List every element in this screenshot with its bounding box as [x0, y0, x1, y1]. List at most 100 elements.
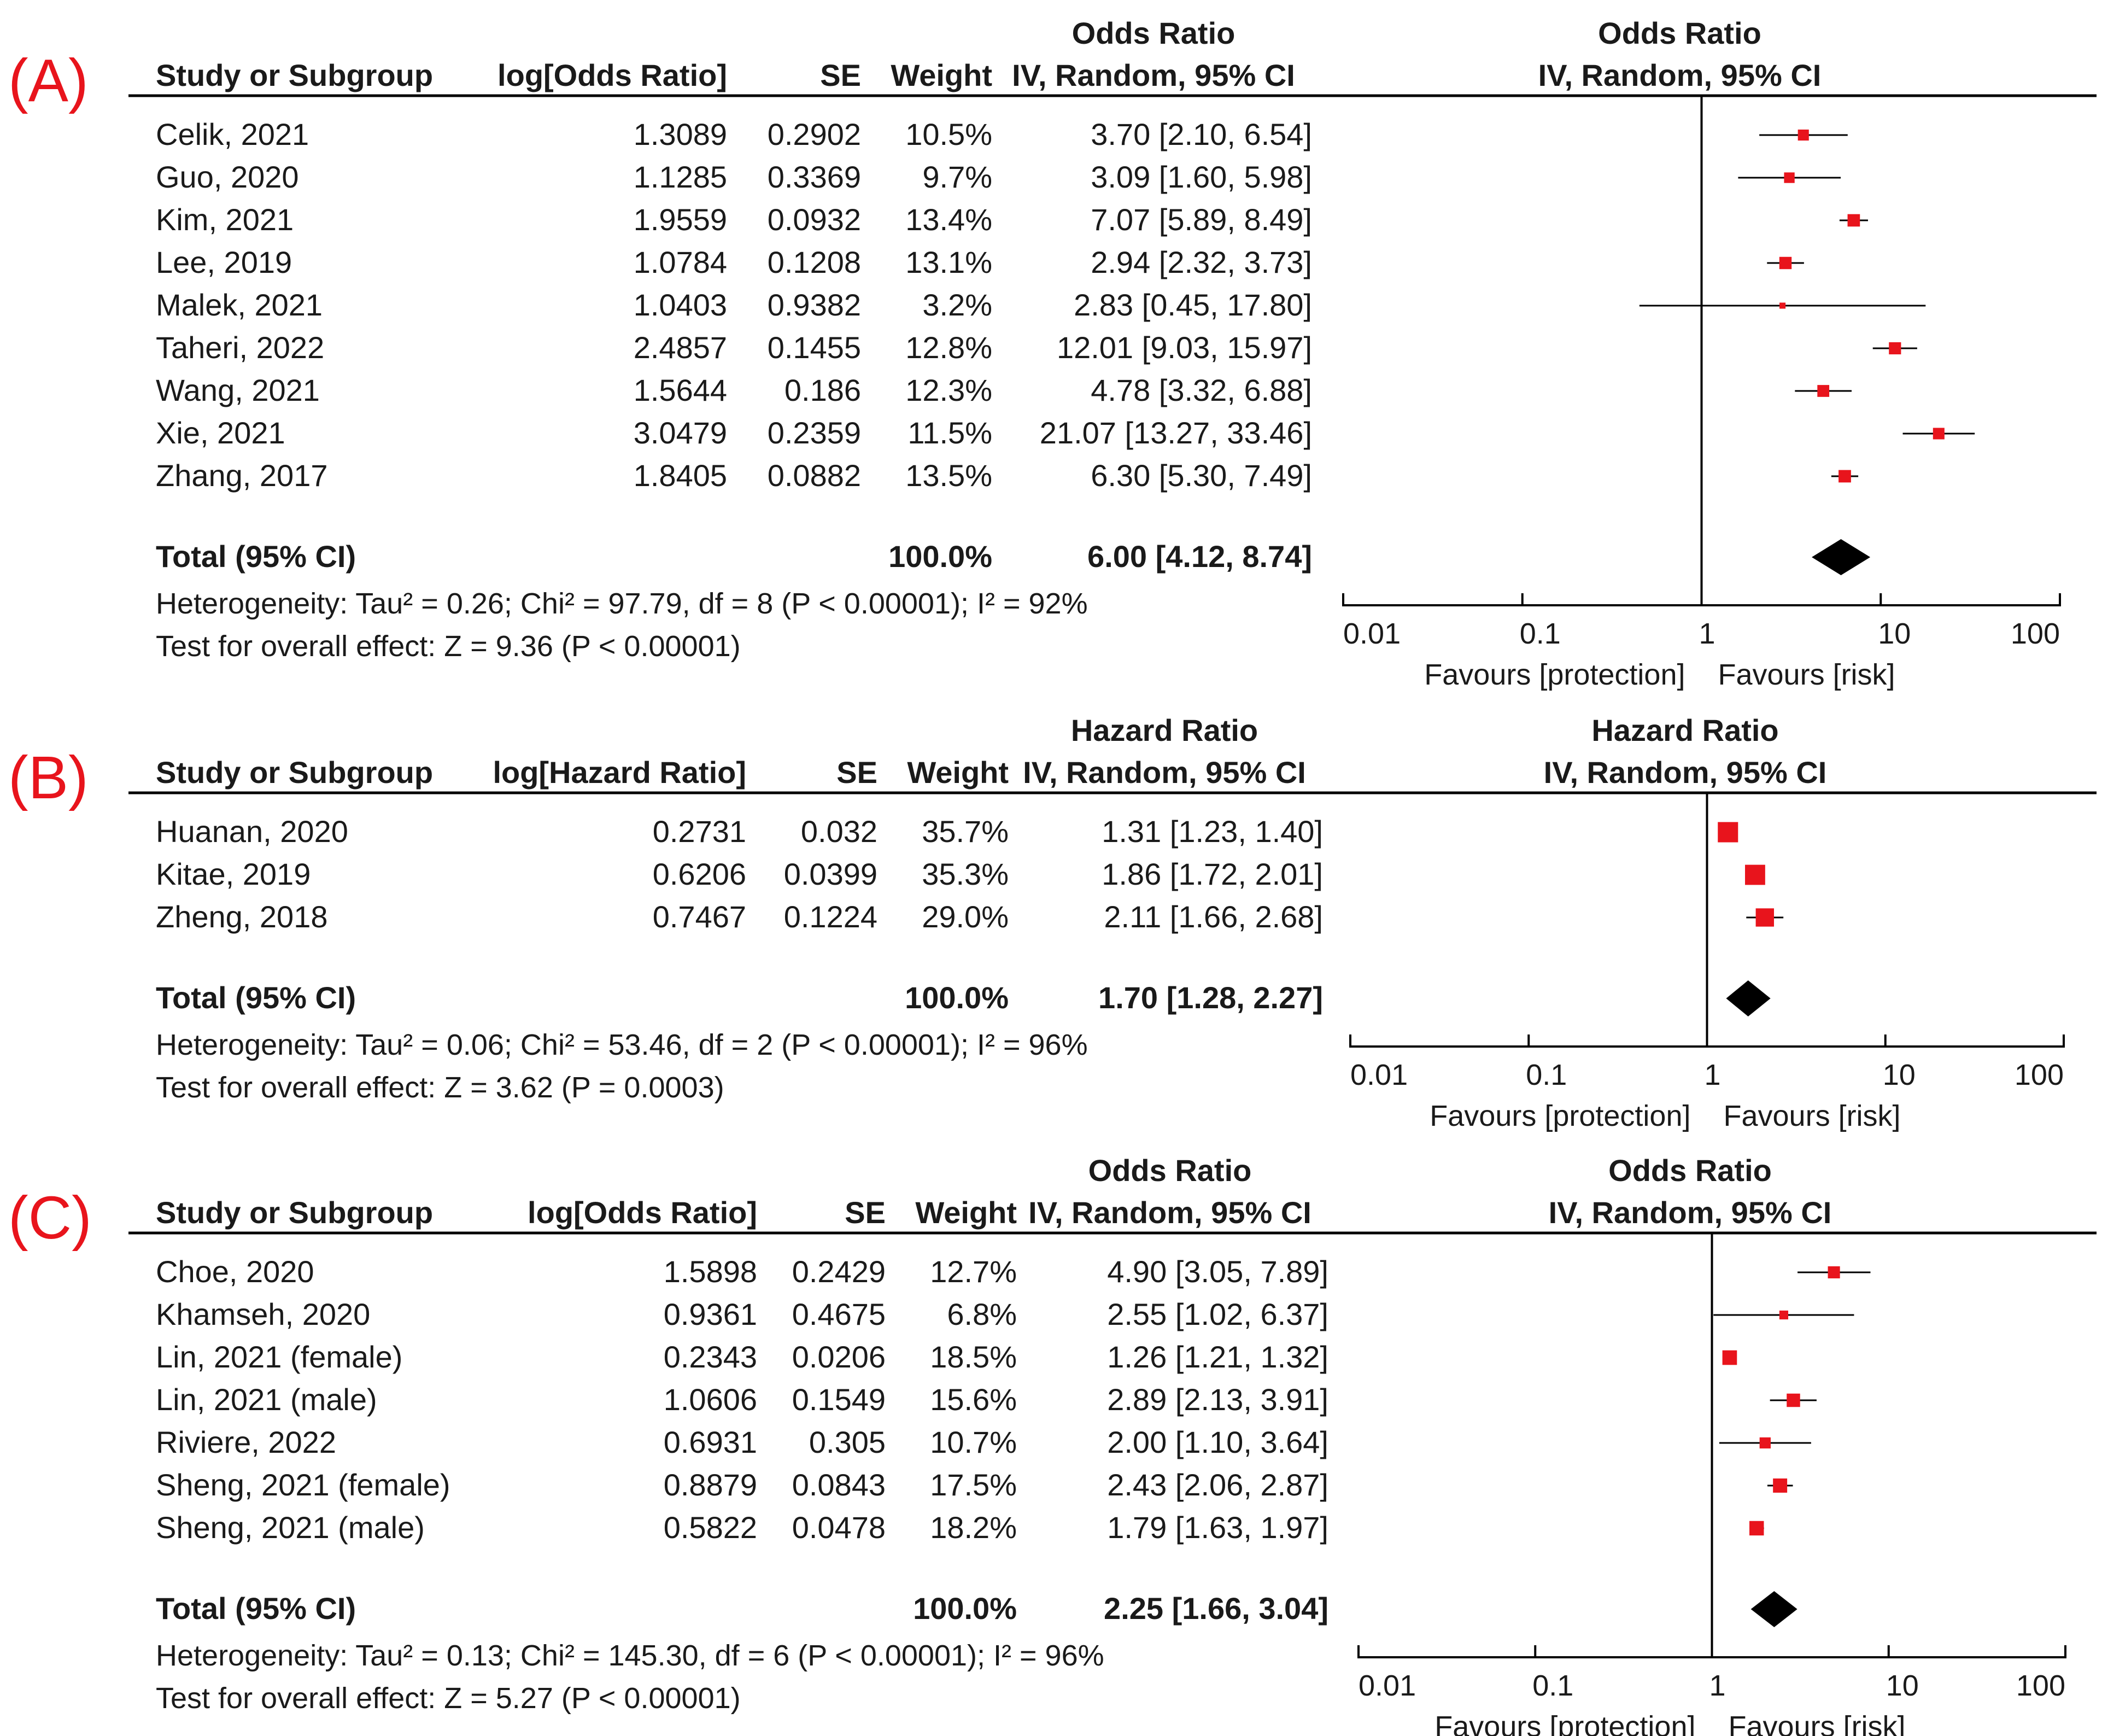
study-point-estimate [1779, 256, 1792, 270]
forest-panel-c: (C) Odds Ratio Odds Ratio Study or Subgroup… [8, 1153, 2097, 1736]
study-log-estimate: 0.8879 [664, 1468, 757, 1502]
study-row: Sheng, 2021 (female) 0.8879 0.0843 17.5% 2.4… [156, 1468, 1793, 1502]
study-log-estimate: 0.2731 [653, 814, 746, 849]
study-weight: 9.7% [922, 160, 992, 194]
study-se: 0.1224 [784, 899, 877, 934]
study-row: Zhang, 2017 1.8405 0.0882 13.5% 6.30 [5.30, … [156, 458, 1859, 493]
x-tick-label: 0.01 [1350, 1059, 1408, 1091]
ci-column-title: Odds Ratio [1072, 16, 1236, 50]
study-name: Wang, 2021 [156, 373, 320, 407]
study-point-estimate [1817, 385, 1830, 397]
study-ci-text: 3.09 [1.60, 5.98] [1091, 160, 1312, 194]
heterogeneity-text: Heterogeneity: Tau² = 0.26; Chi² = 97.79… [156, 587, 1088, 620]
study-log-estimate: 3.0479 [634, 416, 727, 450]
study-se: 0.186 [784, 373, 861, 407]
ci-column-header: IV, Random, 95% CI [1028, 1195, 1311, 1230]
x-tick-label: 0.01 [1343, 617, 1401, 650]
estimate-column-header: log[Odds Ratio] [528, 1195, 757, 1230]
study-se: 0.4675 [792, 1297, 886, 1331]
study-weight: 10.5% [905, 117, 992, 151]
study-log-estimate: 1.5644 [634, 373, 727, 407]
study-log-estimate: 1.5898 [664, 1254, 757, 1289]
study-row: Celik, 2021 1.3089 0.2902 10.5% 3.70 [2.10, … [156, 117, 1848, 151]
study-weight: 11.5% [907, 416, 992, 450]
study-weight: 15.6% [930, 1382, 1017, 1417]
se-column-header: SE [820, 58, 861, 92]
x-tick-label: 100 [2015, 1059, 2064, 1091]
study-se: 0.0206 [792, 1340, 886, 1374]
study-ci-text: 1.79 [1.63, 1.97] [1107, 1510, 1328, 1545]
study-se: 0.3369 [768, 160, 861, 194]
study-log-estimate: 1.9559 [634, 202, 727, 237]
study-point-estimate [1784, 172, 1795, 183]
study-row: Kim, 2021 1.9559 0.0932 13.4% 7.07 [5.89, 8.… [156, 202, 1868, 237]
study-row: Riviere, 2022 0.6931 0.305 10.7% 2.00 [1.10,… [156, 1425, 1811, 1459]
study-log-estimate: 0.7467 [653, 899, 746, 934]
study-se: 0.0399 [784, 857, 877, 891]
study-point-estimate [1779, 1310, 1788, 1320]
study-log-estimate: 0.9361 [664, 1297, 757, 1331]
ci-column-title: Odds Ratio [1088, 1153, 1252, 1188]
study-weight: 18.2% [930, 1510, 1017, 1545]
study-point-estimate [1718, 822, 1738, 843]
total-weight: 100.0% [913, 1591, 1017, 1626]
total-ci-text: 2.25 [1.66, 3.04] [1104, 1591, 1328, 1626]
heterogeneity-text: Heterogeneity: Tau² = 0.06; Chi² = 53.46… [156, 1028, 1088, 1061]
total-weight: 100.0% [888, 539, 992, 574]
study-name: Khamseh, 2020 [156, 1297, 370, 1331]
study-ci-text: 2.43 [2.06, 2.87] [1107, 1468, 1328, 1502]
study-log-estimate: 1.0606 [664, 1382, 757, 1417]
study-column-header: Study or Subgroup [156, 1195, 433, 1230]
study-log-estimate: 2.4857 [634, 330, 727, 365]
study-point-estimate [1797, 129, 1809, 141]
study-se: 0.0932 [768, 202, 861, 237]
study-weight: 35.7% [922, 814, 1009, 849]
study-ci-text: 21.07 [13.27, 33.46] [1040, 416, 1312, 450]
study-se: 0.2429 [792, 1254, 886, 1289]
study-se: 0.305 [809, 1425, 886, 1459]
study-se: 0.1549 [792, 1382, 886, 1417]
study-weight: 35.3% [922, 857, 1009, 891]
study-ci-text: 7.07 [5.89, 8.49] [1091, 202, 1312, 237]
study-point-estimate [1847, 214, 1860, 227]
x-tick-label: 100 [2016, 1669, 2065, 1702]
study-name: Zheng, 2018 [156, 899, 327, 934]
study-se: 0.0478 [792, 1510, 886, 1545]
study-log-estimate: 0.2343 [664, 1340, 757, 1374]
study-point-estimate [1755, 908, 1774, 927]
favours-right-label: Favours [risk] [1724, 1100, 1901, 1132]
plot-column-title: Hazard Ratio [1591, 713, 1778, 747]
study-se: 0.032 [801, 814, 877, 849]
study-point-estimate [1749, 1521, 1764, 1536]
weight-column-header: Weight [915, 1195, 1017, 1230]
study-name: Riviere, 2022 [156, 1425, 336, 1459]
x-tick-label: 0.1 [1532, 1669, 1573, 1702]
weight-column-header: Weight [907, 755, 1009, 790]
study-name: Lin, 2021 (male) [156, 1382, 377, 1417]
study-ci-text: 6.30 [5.30, 7.49] [1091, 458, 1312, 493]
total-row: Total (95% CI) 100.0% 1.70 [1.28, 2.27] [156, 980, 1771, 1016]
x-tick-label: 0.01 [1359, 1669, 1416, 1702]
pooled-diamond [1750, 1591, 1797, 1627]
study-se: 0.0843 [792, 1468, 886, 1502]
study-point-estimate [1745, 864, 1765, 885]
study-name: Taheri, 2022 [156, 330, 324, 365]
favours-left-label: Favours [protection] [1434, 1710, 1695, 1736]
panel-label: (A) [8, 47, 89, 114]
study-name: Lee, 2019 [156, 245, 292, 279]
total-weight: 100.0% [905, 980, 1009, 1015]
study-log-estimate: 1.8405 [634, 458, 727, 493]
study-ci-text: 3.70 [2.10, 6.54] [1091, 117, 1312, 151]
se-column-header: SE [845, 1195, 886, 1230]
study-point-estimate [1828, 1266, 1840, 1279]
favours-right-label: Favours [risk] [1729, 1710, 1906, 1736]
panel-label: (C) [8, 1184, 92, 1252]
x-tick-label: 1 [1705, 1059, 1721, 1091]
study-log-estimate: 1.1285 [634, 160, 727, 194]
study-row: Kitae, 2019 0.6206 0.0399 35.3% 1.86 [1.72, … [156, 857, 1765, 891]
ci-column-title: Hazard Ratio [1071, 713, 1258, 747]
se-column-header: SE [836, 755, 877, 790]
study-column-header: Study or Subgroup [156, 755, 433, 790]
overall-effect-text: Test for overall effect: Z = 3.62 (P = 0… [156, 1071, 724, 1104]
study-log-estimate: 1.0784 [634, 245, 727, 279]
